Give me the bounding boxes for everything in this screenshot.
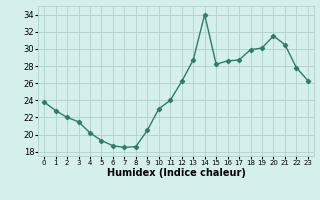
X-axis label: Humidex (Indice chaleur): Humidex (Indice chaleur) [107, 168, 245, 178]
